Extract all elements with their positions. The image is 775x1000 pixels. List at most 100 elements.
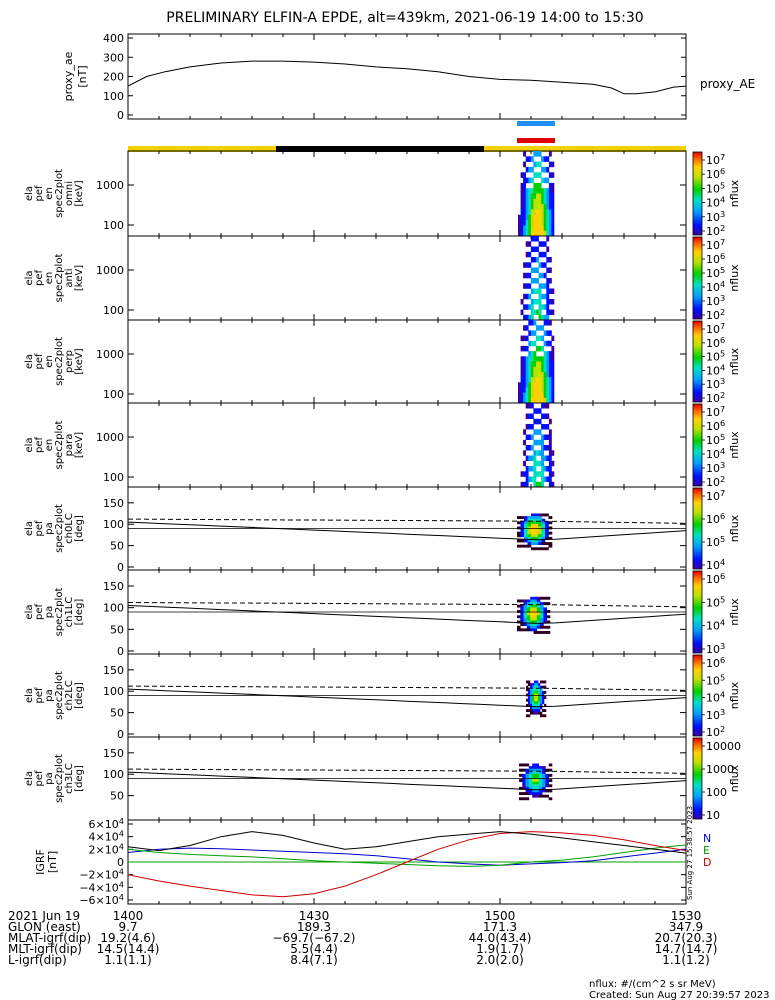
pa-spectrogram-cell (528, 703, 531, 707)
pa-spectrogram-cell (534, 526, 539, 530)
spectrogram-cell (546, 377, 550, 383)
colorbar-tick-label: 104 (706, 279, 725, 294)
spectrogram-cell (530, 330, 534, 336)
spectrogram-cell (528, 434, 532, 440)
spectrogram-cell (536, 236, 539, 242)
spectrogram-cell (530, 466, 534, 472)
spectrogram-cell (530, 320, 534, 326)
pa-spectrogram-cell (524, 516, 528, 519)
pa-spectrogram-cell (536, 683, 539, 686)
spectrogram-cell (528, 230, 532, 237)
y-axis-label-line: spec2plot (54, 504, 65, 553)
spectrogram-cell (523, 177, 526, 184)
spectrogram-cell (548, 340, 552, 347)
pa-spectrogram-cell (534, 685, 537, 689)
spectrogram-cell (533, 377, 537, 383)
spectrogram-cell (528, 166, 532, 173)
spectrogram-cell (541, 371, 544, 378)
spectrogram-cell (523, 382, 526, 388)
xaxis-row-label: 2021 Jun 19 (8, 909, 80, 923)
pa-spectrogram-cell (548, 526, 553, 530)
pa-spectrogram-cell (522, 786, 526, 790)
y-axis-label-line: pa (44, 772, 55, 784)
spectrogram-cell (551, 209, 555, 215)
pa-spectrogram-cell (531, 518, 535, 522)
pa-spectrogram-cell (526, 680, 529, 684)
pa-spectrogram-cell (535, 771, 540, 775)
spectrogram-cell (520, 193, 524, 200)
spectrogram-cell (548, 225, 552, 231)
spectrogram-cell (541, 345, 544, 352)
spectrogram-cell (538, 188, 542, 194)
spectrogram-cell (528, 351, 532, 357)
spectrogram-cell (541, 220, 544, 226)
y-tick-label: 1000 (96, 179, 124, 192)
pa-spectrogram-cell (540, 698, 543, 702)
spectrogram-cell (546, 299, 550, 305)
pa-spectrogram-cell (541, 547, 546, 551)
pa-spectrogram-cell (538, 766, 543, 769)
colorbar-tick-label: 105 (706, 349, 725, 364)
pa-spectrogram-cell (538, 526, 542, 530)
pa-spectrogram-cell (544, 709, 547, 712)
spectrogram-cell (546, 340, 550, 347)
spectrogram-cell (538, 361, 542, 367)
pa-spectrogram-cell (540, 607, 544, 611)
pa-spectrogram-cell (534, 701, 537, 705)
y-tick-label: 400 (103, 32, 124, 45)
spectrogram-cell (548, 455, 552, 461)
pa-spectrogram-cell (530, 693, 533, 697)
spectrogram-cell (541, 471, 544, 477)
spectrogram-cell (536, 209, 539, 215)
spectrogram-cell (533, 466, 537, 472)
pa-spectrogram-cell (531, 516, 535, 519)
spectrogram-cell (543, 371, 547, 378)
pa-spectrogram-cell (548, 542, 553, 545)
anti-loss-cone-line (127, 602, 687, 608)
pa-spectrogram-cell (548, 516, 553, 519)
spectrogram-cell (548, 361, 552, 367)
spectrogram-cell (536, 418, 539, 425)
pa-spectrogram-cell (531, 521, 535, 525)
xaxis-row-label: MLT-igrf(dip) (8, 942, 82, 956)
y-axis-label-line: spec2plot (54, 337, 65, 386)
pa-spectrogram-cell (528, 781, 533, 785)
spectrogram-cell (541, 304, 544, 310)
spectrogram-cell (523, 151, 526, 157)
spectrogram-cell (551, 288, 555, 294)
panel-ela_pef_pa_spec2plot_ch0LC: 150 100 50 0 ela pef pa spec2plot ch0LC [deg] 107 1… (24, 486, 741, 574)
y-tick-label: 50 (110, 540, 124, 553)
pa-spectrogram-cell (532, 693, 535, 697)
y-axis-label-line: en (44, 439, 55, 452)
xaxis-row-value: 171.3 (483, 920, 517, 934)
pa-spectrogram-cell (524, 526, 528, 530)
spectrogram-cell (546, 214, 550, 221)
pa-spectrogram-cell (531, 542, 535, 545)
spectrogram-cell (543, 193, 547, 200)
pa-spectrogram-cell (527, 529, 532, 532)
spectrogram-cell (536, 361, 539, 367)
xaxis-row-value: 9.7 (118, 920, 137, 934)
spectrogram-cell (543, 272, 547, 279)
spectrogram-cell (525, 345, 529, 352)
pa-spectrogram-cell (522, 784, 526, 788)
spectrogram-cell (525, 188, 529, 194)
spectrogram-cell (546, 198, 550, 205)
spectrogram-cell (533, 204, 537, 210)
pa-spectrogram-cell (532, 696, 535, 699)
spectrogram-cell (551, 172, 555, 178)
spectrogram-cell (525, 424, 529, 430)
spectrogram-cell (548, 278, 552, 284)
spectrogram-cell (536, 288, 539, 294)
y-axis-label-line: ela (24, 604, 35, 619)
spectrogram-cell (551, 161, 555, 168)
spectrogram-cell (538, 198, 542, 205)
pa-spectrogram-cell (528, 680, 531, 684)
spectrogram-cell (538, 387, 542, 393)
spectrogram-cell (548, 267, 552, 273)
pa-spectrogram-cell (543, 610, 547, 613)
y-tick-label: 100 (103, 304, 124, 317)
spectrogram-cell (543, 340, 547, 347)
spectrogram-cell (541, 272, 544, 279)
